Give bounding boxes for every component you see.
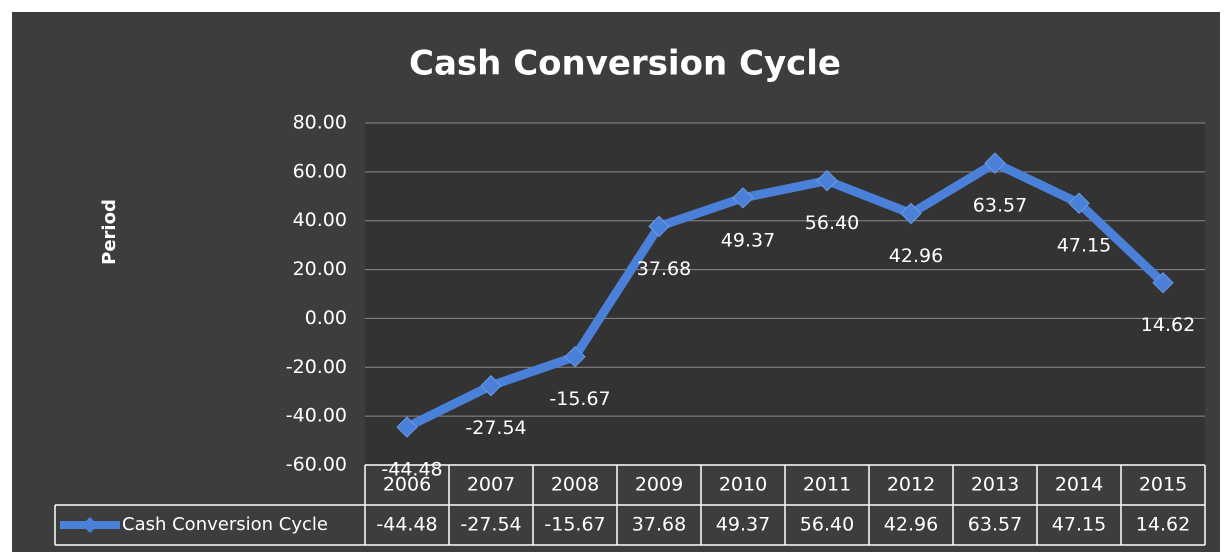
chart-title: Cash Conversion Cycle [409, 44, 841, 84]
marker [900, 202, 922, 225]
data-label: -27.54 [465, 417, 526, 439]
y-tick-label: 60.00 [293, 160, 347, 182]
y-tick-label: -40.00 [286, 405, 347, 427]
x-tick-label: 2013 [971, 474, 1019, 496]
table-value: -15.67 [544, 514, 605, 536]
y-tick-label: -60.00 [286, 454, 347, 476]
series-line [405, 158, 1167, 432]
table-value: 49.37 [716, 514, 770, 536]
x-tick-label: 2015 [1139, 474, 1187, 496]
marker [396, 416, 418, 438]
marker [480, 374, 502, 397]
y-axis-label: Period [99, 199, 120, 265]
data-label: -44.48 [381, 459, 442, 481]
x-tick-label: 2008 [551, 474, 599, 496]
y-tick-label: 40.00 [293, 209, 347, 231]
plot-area [365, 123, 1205, 465]
marker [984, 152, 1006, 174]
y-tick-label: 80.00 [293, 112, 347, 134]
marker [816, 169, 838, 192]
data-label: 42.96 [889, 245, 943, 267]
data-label: 49.37 [721, 229, 775, 251]
x-tick-label: 2011 [803, 474, 851, 496]
x-tick-label: 2014 [1055, 474, 1103, 496]
x-tick-label: 2012 [887, 474, 935, 496]
y-tick-label: -20.00 [286, 356, 347, 378]
legend-marker [82, 517, 98, 533]
y-tick-label: 20.00 [293, 258, 347, 280]
data-label: 37.68 [637, 258, 691, 280]
table-value: 47.15 [1052, 514, 1106, 536]
x-tick-label: 2006 [383, 474, 431, 496]
legend-label: Cash Conversion Cycle [122, 514, 328, 535]
marker [732, 187, 754, 209]
table-value: 42.96 [884, 514, 938, 536]
table-value: 14.62 [1136, 514, 1190, 536]
table-value: 56.40 [800, 514, 854, 536]
data-label: 63.57 [973, 195, 1027, 217]
x-tick-label: 2010 [719, 474, 767, 496]
table-value: 37.68 [632, 514, 686, 536]
marker [1068, 192, 1090, 214]
marker [1152, 272, 1174, 294]
table-value: -27.54 [460, 514, 521, 536]
data-label: 14.62 [1141, 314, 1195, 336]
x-tick-label: 2007 [467, 474, 515, 496]
table-value: 63.57 [968, 514, 1022, 536]
marker [564, 346, 586, 368]
marker [648, 215, 670, 238]
x-tick-label: 2009 [635, 474, 683, 496]
data-label: 56.40 [805, 212, 859, 234]
data-label: -15.67 [549, 388, 610, 410]
table-value: -44.48 [376, 514, 437, 536]
y-tick-label: 0.00 [305, 307, 347, 329]
data-label: 47.15 [1057, 235, 1111, 257]
